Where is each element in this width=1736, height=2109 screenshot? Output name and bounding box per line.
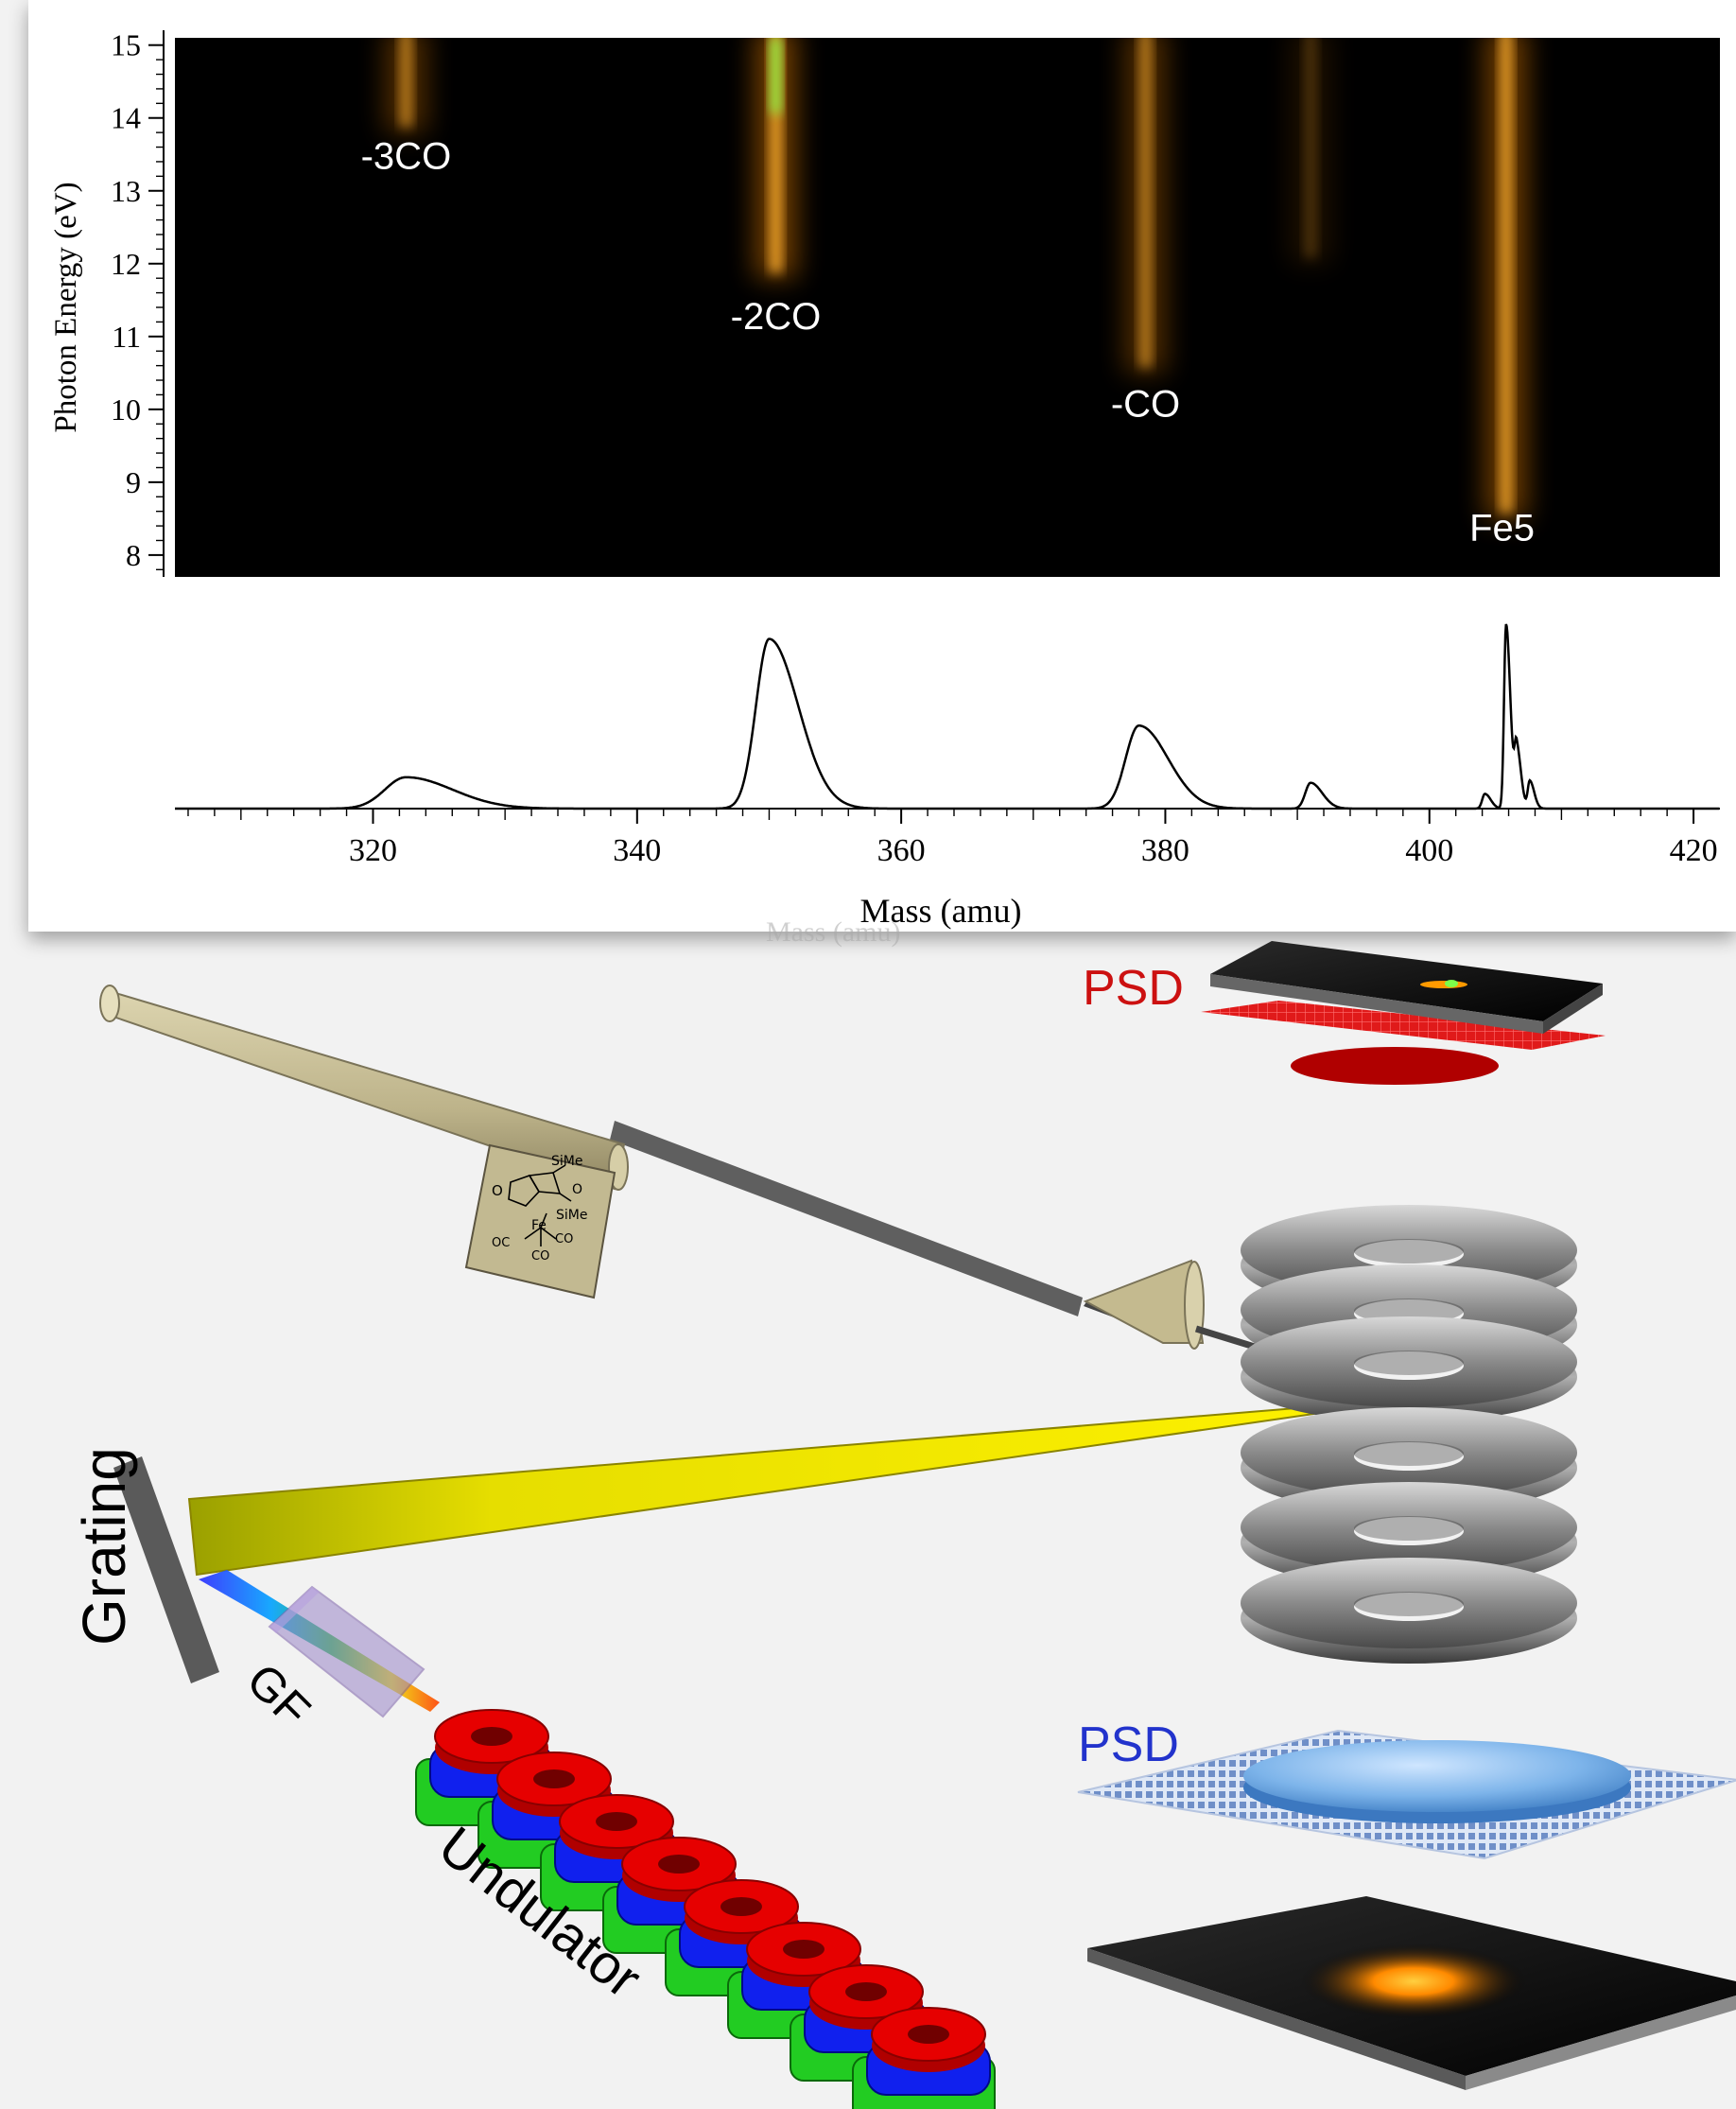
mol-o-ring: O xyxy=(492,1182,503,1199)
setup-diagram: PSD xyxy=(70,941,1736,2109)
heatmap-ylabel: Photon Energy (eV) xyxy=(49,182,83,432)
hidden-axis-label: Mass (amu) xyxy=(766,916,900,948)
sample-arm xyxy=(99,985,629,1191)
ion-optics-stack xyxy=(1241,1205,1577,1664)
heatmap-ytick-label: 11 xyxy=(112,320,141,354)
spectrum-xtick-label: 420 xyxy=(1670,833,1718,868)
vuv-light-beam xyxy=(187,1398,1400,1577)
heatmap-ytick-label: 12 xyxy=(111,247,141,281)
heatmap-trace xyxy=(1290,38,1332,264)
spectrum-xtick-label: 360 xyxy=(877,833,926,868)
heatmap-chart: 15 14 13 12 11 10 9 8 -3CO -2CO -CO Fe5 Photon Ene… xyxy=(49,28,1720,577)
undulator-magnet-period xyxy=(852,2007,996,2109)
ring-electrode xyxy=(1241,1316,1577,1422)
heatmap-trace xyxy=(1124,38,1167,374)
mol-co-2: CO xyxy=(531,1249,549,1264)
heatmap-ytick-label: 15 xyxy=(111,28,141,62)
psd-top-hotspot xyxy=(1420,981,1467,988)
mol-sime3-a: SiMe xyxy=(551,1154,582,1169)
heatmap-annotation: -3CO xyxy=(361,136,452,178)
spectrum-xtick-label: 400 xyxy=(1405,833,1453,868)
mol-sime3-b: SiMe xyxy=(556,1208,587,1223)
spectrum-xtick-label: 320 xyxy=(349,833,397,868)
heatmap-ytick-label: 13 xyxy=(111,174,141,208)
skimmer-cone xyxy=(1083,1259,1205,1350)
heatmap-ytick-label: 14 xyxy=(111,101,141,135)
molecule-structure xyxy=(508,1164,572,1246)
ring-electrode xyxy=(1241,1482,1577,1588)
mol-co-1: CO xyxy=(555,1232,573,1246)
grating-label: Grating xyxy=(70,1447,138,1646)
psd-top xyxy=(1201,941,1606,1085)
phosphor-spot xyxy=(1300,1943,1527,2019)
sample-card: O SiMe O SiMe Fe CO OC CO xyxy=(464,1143,616,1299)
mol-o-ketone: O xyxy=(572,1182,582,1197)
ring-electrode xyxy=(1241,1558,1577,1664)
heatmap-annotation: -CO xyxy=(1111,384,1180,426)
mol-fe: Fe xyxy=(531,1218,547,1233)
spectrum-xlabel: Mass (amu) xyxy=(860,892,1022,930)
mol-oc: OC xyxy=(492,1236,510,1250)
spectrum-xtick-label: 380 xyxy=(1141,833,1189,868)
gas-filter xyxy=(268,1585,425,1718)
heatmap-annotation: -2CO xyxy=(731,296,822,338)
phosphor-screen xyxy=(1087,1896,1736,2090)
heatmap-annotation: Fe5 xyxy=(1469,507,1535,549)
psd-bottom-label: PSD xyxy=(1078,1717,1179,1772)
sample-holder: O SiMe O SiMe Fe CO OC CO xyxy=(99,985,1259,1351)
heatmap-ytick-label: 10 xyxy=(111,392,141,427)
psd-top-label: PSD xyxy=(1083,961,1184,1016)
heatmap-trace xyxy=(1484,38,1527,519)
gas-filter-label: GF xyxy=(236,1653,321,1737)
spectrum-chart: 320 340 360 380 400 420 Mass (amu) xyxy=(175,623,1720,930)
psd-bottom xyxy=(1077,1729,1736,1860)
heatmap-ytick-label: 9 xyxy=(126,465,141,499)
spectrum-xtick-label: 340 xyxy=(613,833,661,868)
heatmap-trace xyxy=(385,38,427,133)
heatmap-trace xyxy=(755,38,797,279)
heatmap-ytick-label: 8 xyxy=(126,538,141,572)
grating xyxy=(113,1456,219,1683)
undulator xyxy=(415,1709,996,2109)
heatmap-background xyxy=(175,38,1720,577)
